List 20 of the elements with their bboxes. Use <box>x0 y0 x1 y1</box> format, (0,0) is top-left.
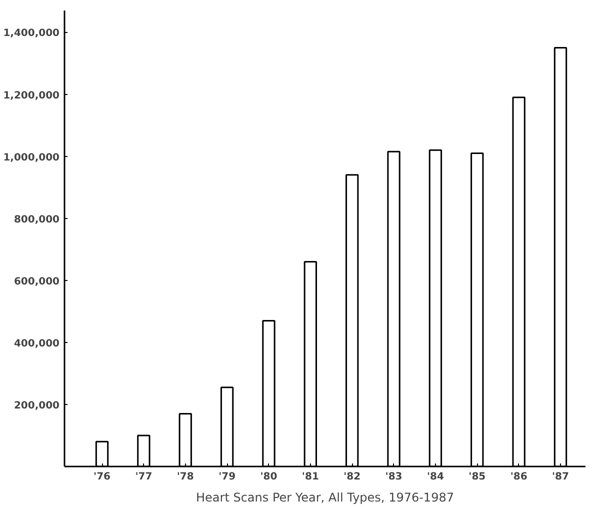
x-axis-title: Heart Scans Per Year, All Types, 1976-1987 <box>196 490 454 504</box>
x-tick-label: '82 <box>344 472 361 482</box>
y-tick-label: 400,000 <box>14 338 60 350</box>
x-tick-label: '77 <box>135 472 152 482</box>
x-tick-label: '84 <box>426 472 444 482</box>
y-tick-label: 200,000 <box>14 400 60 412</box>
y-tick-label: 1,400,000 <box>3 28 60 40</box>
y-tick-label: 1,000,000 <box>3 152 60 164</box>
x-tick-label: '81 <box>302 472 319 482</box>
y-tick-label: 800,000 <box>14 214 60 226</box>
x-tick-label: '80 <box>260 472 278 482</box>
x-tick-label: '83 <box>385 472 402 482</box>
x-tick-label: '85 <box>468 472 486 482</box>
x-tick-label: '86 <box>510 472 528 482</box>
x-tick-label: '79 <box>218 472 236 482</box>
x-tick-label: '87 <box>552 472 570 482</box>
x-tick-label: '78 <box>176 472 194 482</box>
x-tick-label: '76 <box>94 472 111 482</box>
y-tick-label: 600,000 <box>14 276 60 288</box>
y-tick-label: 1,200,000 <box>3 90 60 102</box>
